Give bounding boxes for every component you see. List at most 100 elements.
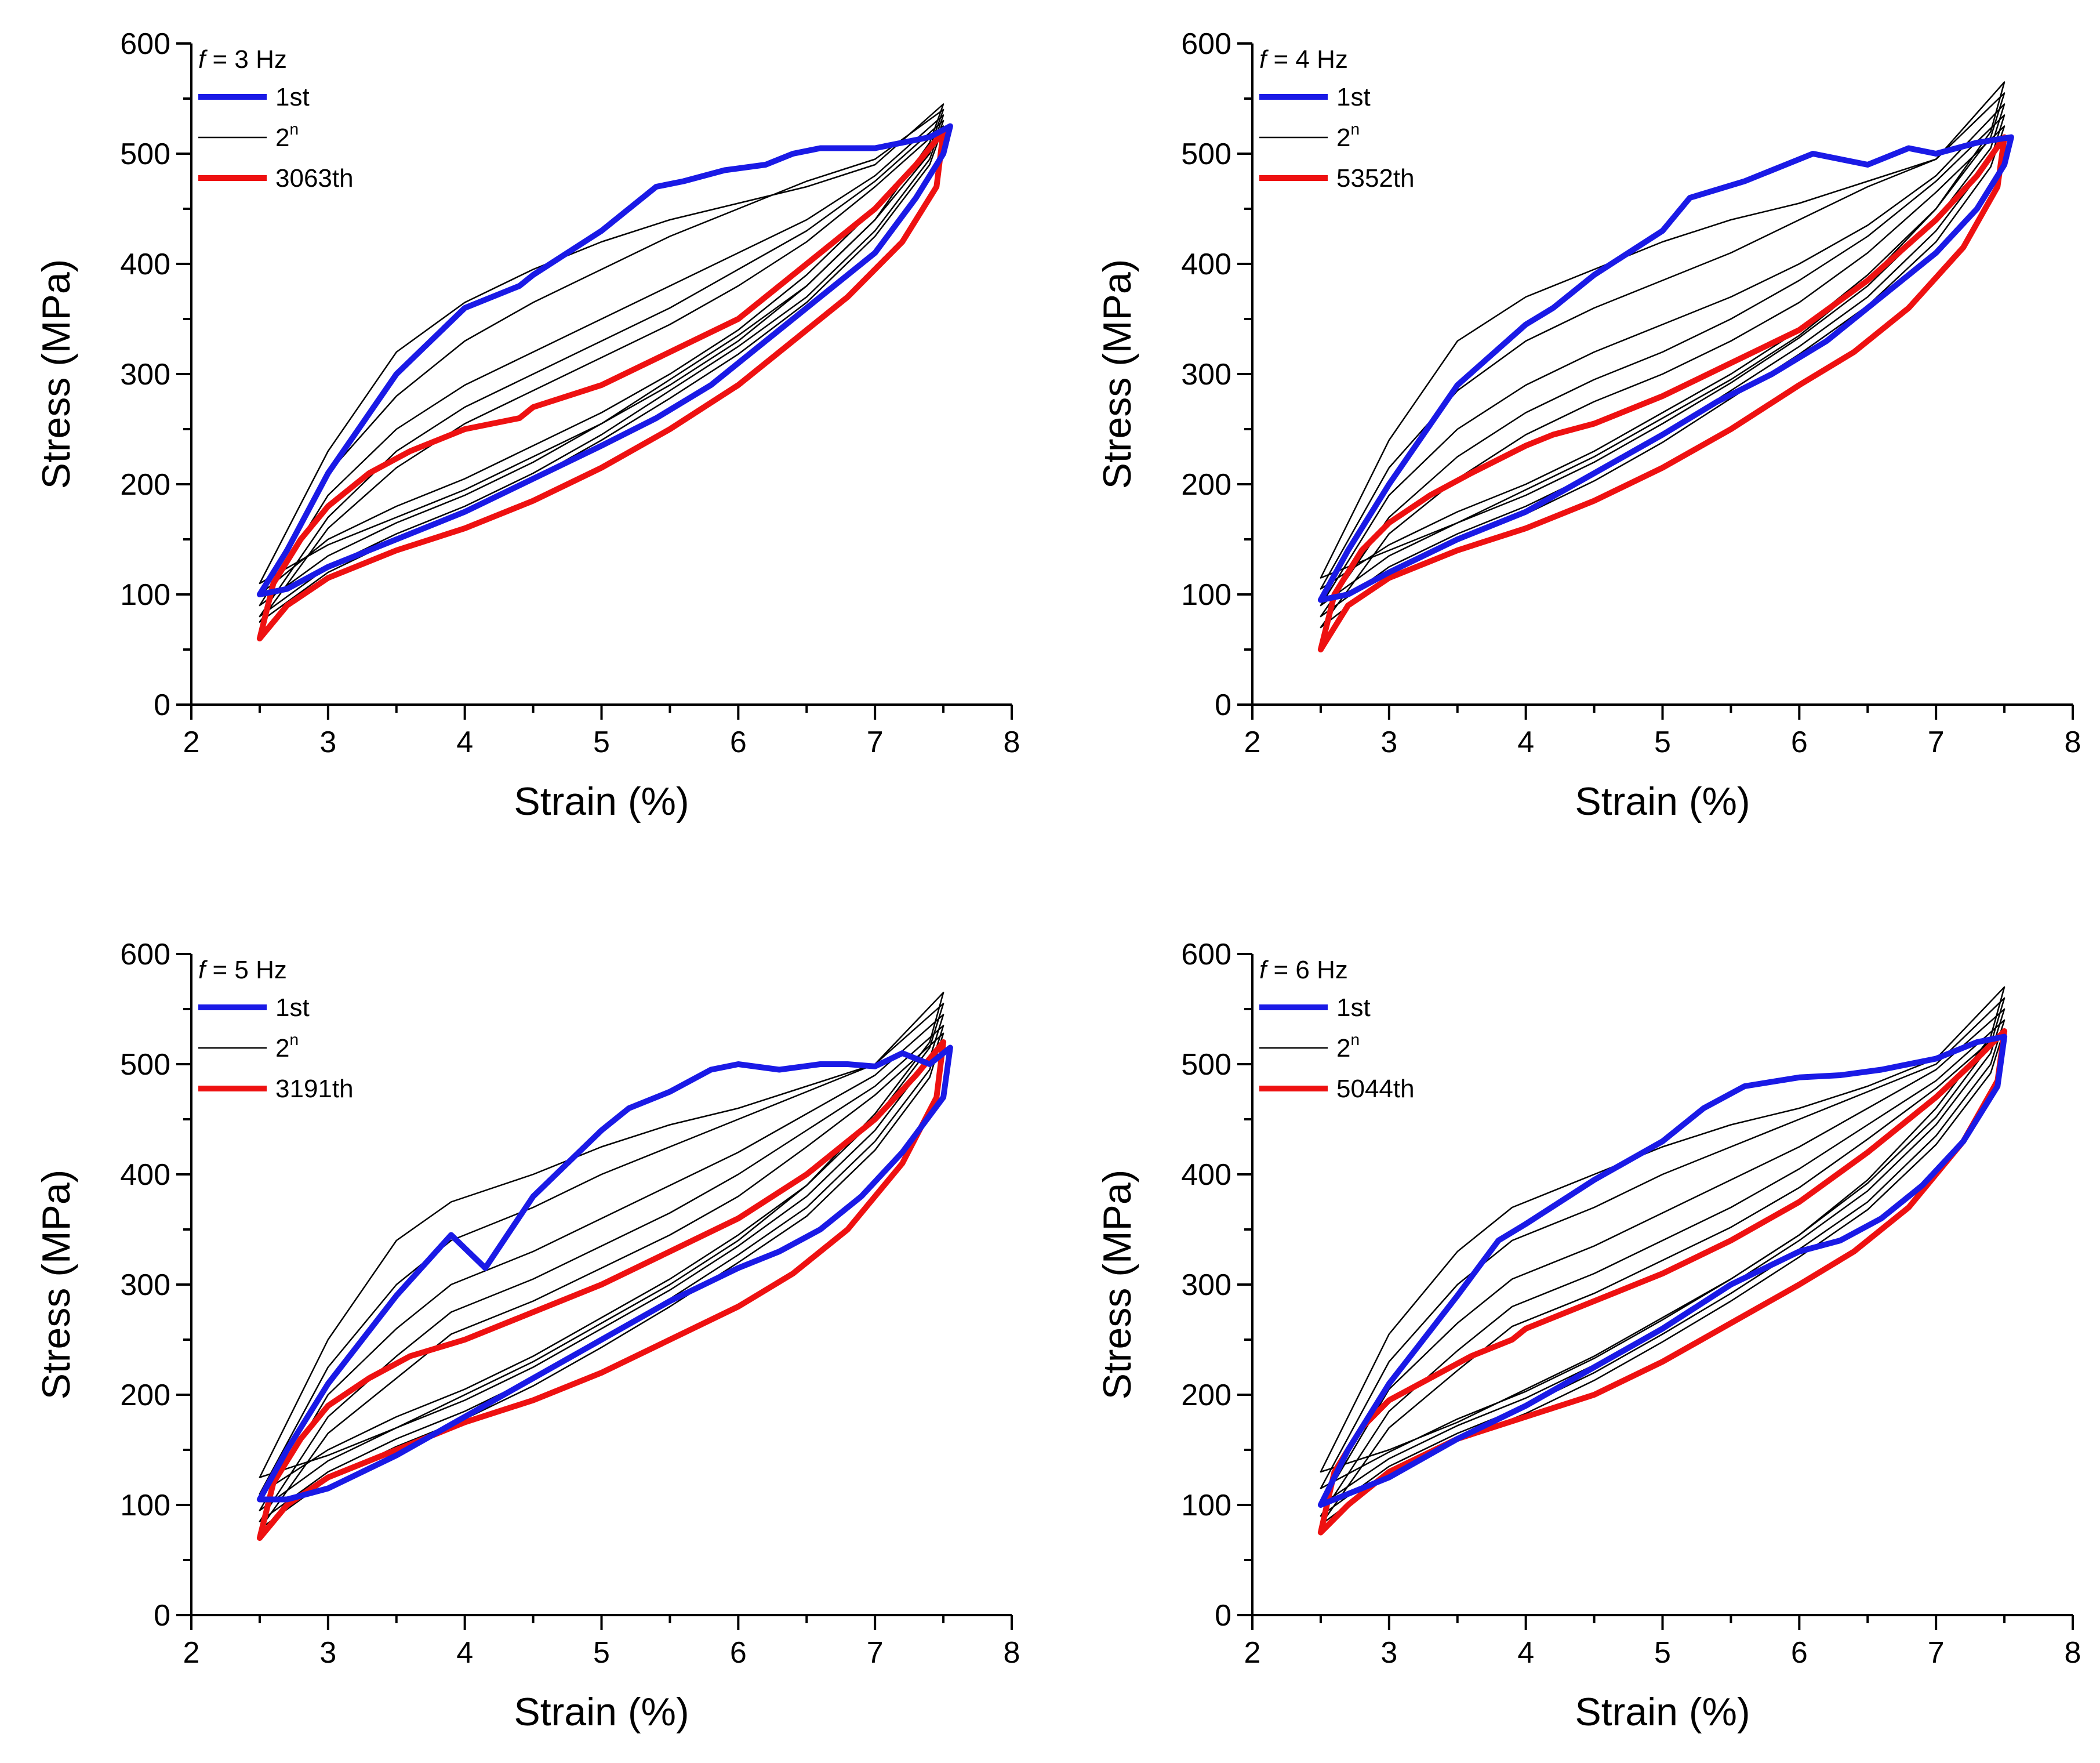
series-line-first-0 <box>1317 1033 2008 1508</box>
series-line-intermediate-3 <box>1320 92 2005 590</box>
series-line-intermediate-6 <box>1320 1028 2005 1526</box>
series-line-first-0 <box>256 1044 953 1503</box>
y-tick-label: 500 <box>120 137 170 171</box>
legend-label-first: 1st <box>1336 83 1371 111</box>
x-tick-label: 4 <box>1517 725 1534 759</box>
series-line-first-0 <box>1317 134 2014 603</box>
frequency-label: f = 5 Hz <box>198 956 287 984</box>
x-tick-label: 4 <box>1517 1636 1534 1670</box>
legend-label-first: 1st <box>275 993 310 1022</box>
legend-label-text: 3063th <box>275 164 354 193</box>
series-line-intermediate-2 <box>259 103 944 585</box>
series-line-first-0 <box>256 123 953 597</box>
x-tick-label: 7 <box>867 725 884 759</box>
y-axis-title: Stress (MPa) <box>34 259 78 489</box>
legend-label-last: 5044th <box>1336 1075 1415 1103</box>
series-line-intermediate-5 <box>259 119 944 618</box>
series-line-intermediate-4 <box>1320 103 2005 607</box>
legend-label-superscript: n <box>1350 120 1360 138</box>
legend-label-intermediate: 2n <box>275 1031 299 1062</box>
y-tick-label: 500 <box>1181 137 1231 171</box>
y-tick-label: 600 <box>1181 27 1231 61</box>
y-tick-label: 100 <box>1181 1489 1231 1522</box>
x-axis-title: Strain (%) <box>514 779 689 824</box>
series-line-intermediate-6 <box>259 125 944 623</box>
series-line-last-1 <box>1317 134 2008 652</box>
series-line-intermediate-3 <box>259 108 944 596</box>
y-tick-label: 400 <box>1181 1158 1231 1192</box>
legend-label-superscript: n <box>1350 1031 1360 1049</box>
y-tick-label: 0 <box>1215 688 1231 722</box>
legend-label-intermediate: 2n <box>275 120 299 152</box>
y-tick-label: 200 <box>1181 468 1231 502</box>
x-tick-label: 7 <box>867 1636 884 1670</box>
legend-label-last: 5352th <box>1336 164 1415 193</box>
frequency-value: = 3 Hz <box>205 45 287 74</box>
series-line-intermediate-3 <box>1320 997 2005 1489</box>
y-tick-label: 500 <box>1181 1048 1231 1082</box>
x-tick-label: 6 <box>1791 1636 1808 1670</box>
x-tick-label: 4 <box>456 1636 473 1670</box>
series-line-last-1 <box>256 129 947 641</box>
y-tick-label: 100 <box>120 1489 170 1522</box>
x-tick-label: 2 <box>1244 1636 1261 1670</box>
y-tick-label: 500 <box>120 1048 170 1082</box>
x-tick-label: 6 <box>730 725 747 759</box>
y-axis-title: Stress (MPa) <box>1095 1170 1139 1400</box>
legend-label-text: 3191th <box>275 1075 354 1103</box>
x-axis-title: Strain (%) <box>1575 1690 1750 1734</box>
legend-label-text: 2 <box>1336 1034 1350 1062</box>
y-tick-label: 200 <box>1181 1379 1231 1412</box>
series-line-last-1 <box>1317 1028 2008 1536</box>
y-tick-label: 300 <box>120 1268 170 1302</box>
legend-label-superscript: n <box>289 120 299 138</box>
x-tick-label: 8 <box>1004 1636 1020 1670</box>
frequency-value: = 4 Hz <box>1266 45 1348 74</box>
frequency-value: = 5 Hz <box>205 956 287 984</box>
y-tick-label: 300 <box>1181 358 1231 391</box>
legend-label-intermediate: 2n <box>1336 1031 1360 1062</box>
x-tick-label: 6 <box>730 1636 747 1670</box>
x-tick-label: 3 <box>319 725 336 759</box>
frequency-value: = 6 Hz <box>1266 956 1348 984</box>
frequency-label: f = 6 Hz <box>1259 956 1348 984</box>
x-tick-label: 2 <box>183 1636 200 1670</box>
legend-label-last: 3191th <box>275 1075 354 1103</box>
legend-label-text: 2 <box>275 1034 289 1062</box>
legend-label-superscript: n <box>289 1031 299 1049</box>
legend-label-first: 1st <box>275 83 310 111</box>
series-line-intermediate-5 <box>259 1025 944 1522</box>
legend-label-text: 2 <box>275 124 289 152</box>
y-tick-label: 100 <box>1181 578 1231 612</box>
legend-label-last: 3063th <box>275 164 354 193</box>
series-line-intermediate-2 <box>1320 81 2005 579</box>
x-tick-label: 3 <box>319 1636 336 1670</box>
y-tick-label: 400 <box>120 248 170 281</box>
legend-label-text: 5352th <box>1336 164 1415 193</box>
y-tick-label: 0 <box>154 688 170 722</box>
legend-label-text: 1st <box>275 993 310 1022</box>
x-tick-label: 4 <box>456 725 473 759</box>
y-tick-label: 300 <box>120 358 170 391</box>
x-tick-label: 8 <box>2065 725 2081 759</box>
y-axis-title: Stress (MPa) <box>1095 259 1139 489</box>
y-tick-label: 600 <box>1181 938 1231 971</box>
y-axis-title: Stress (MPa) <box>34 1170 78 1400</box>
y-tick-label: 300 <box>1181 1268 1231 1302</box>
legend-label-text: 1st <box>1336 993 1371 1022</box>
x-tick-label: 5 <box>1654 725 1671 759</box>
y-tick-label: 600 <box>120 27 170 61</box>
chart-panel-top-left: 2 3 4 5 6 7 8 0 100 200 300 400 500 600 Strain (%) Stre… <box>34 27 1020 824</box>
x-tick-label: 8 <box>1004 725 1020 759</box>
x-tick-label: 7 <box>1928 1636 1945 1670</box>
legend-label-text: 2 <box>1336 124 1350 152</box>
chart-panel-top-right: 2 3 4 5 6 7 8 0 100 200 300 400 500 600 Strain (%) Stre… <box>1095 27 2081 824</box>
legend-label-intermediate: 2n <box>1336 120 1360 152</box>
y-tick-label: 400 <box>120 1158 170 1192</box>
legend-label-text: 1st <box>275 83 310 111</box>
y-tick-label: 0 <box>1215 1599 1231 1633</box>
chart-panel-bottom-left: 2 3 4 5 6 7 8 0 100 200 300 400 500 600 Strain (%) Stre… <box>34 938 1020 1734</box>
series-line-intermediate-4 <box>259 1014 944 1511</box>
x-tick-label: 5 <box>1654 1636 1671 1670</box>
